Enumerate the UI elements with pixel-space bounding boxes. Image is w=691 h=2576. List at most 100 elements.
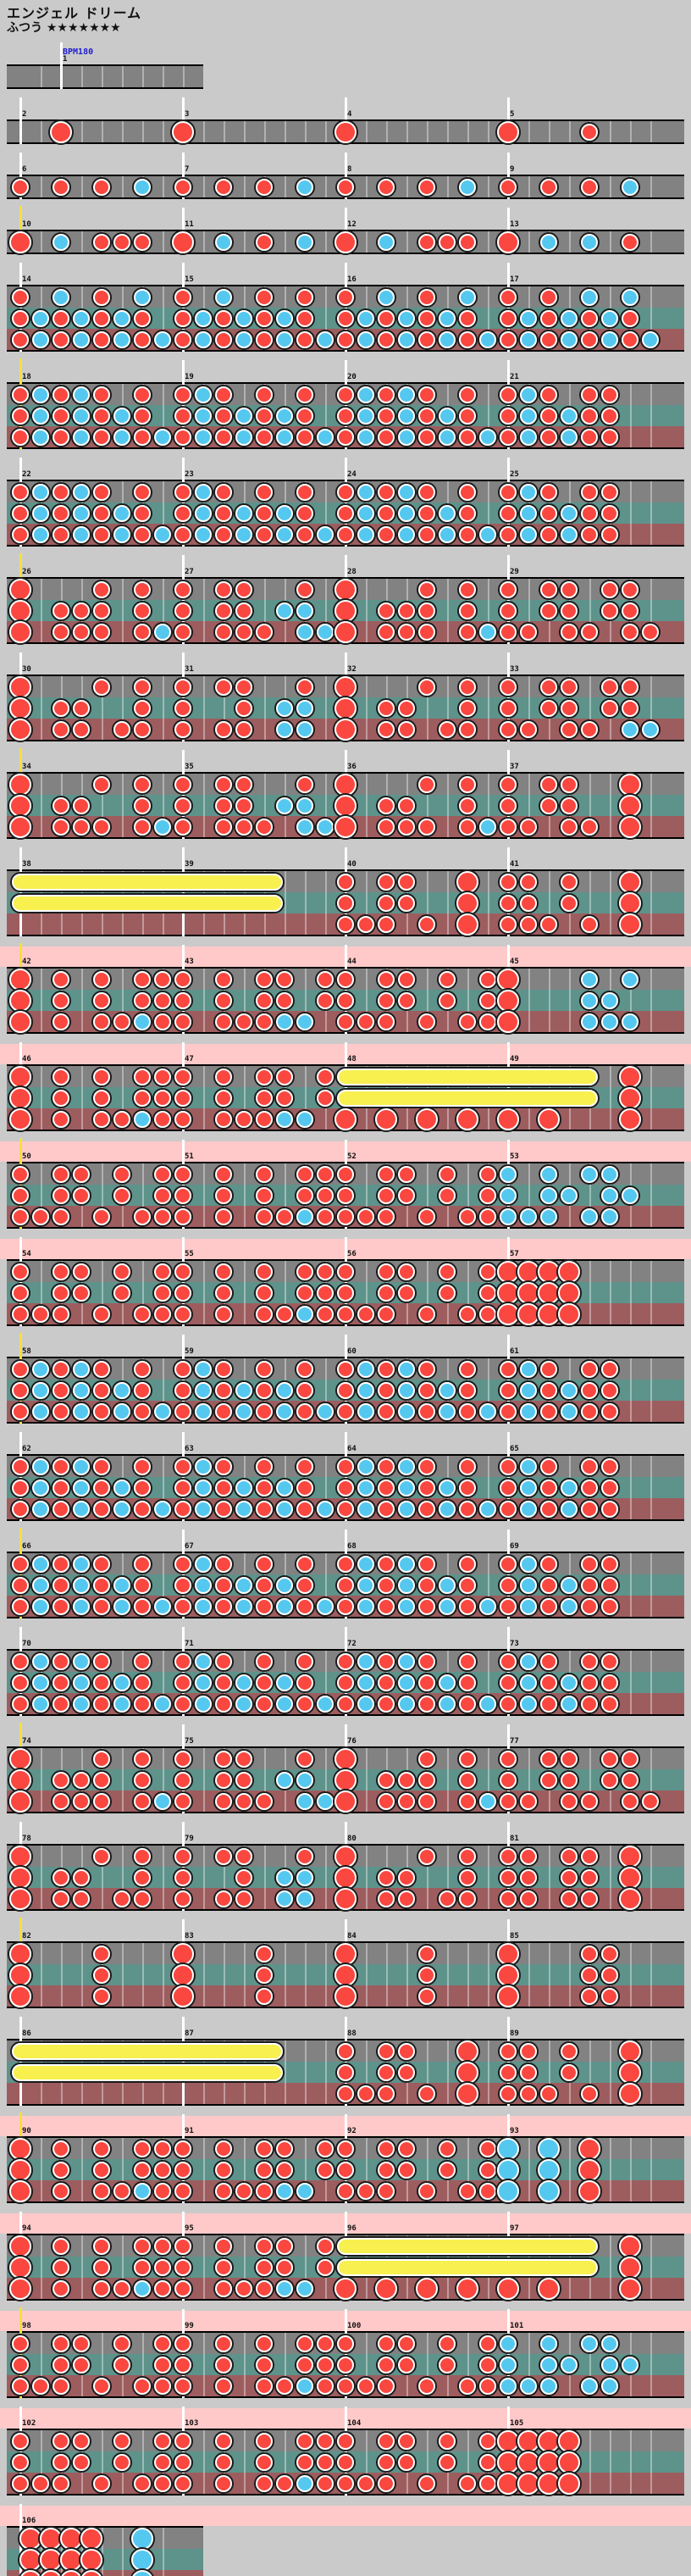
measure-line [507, 2017, 510, 2106]
note-don [174, 2161, 191, 2179]
note-don [601, 504, 618, 522]
note-ka [601, 991, 618, 1009]
note-don [154, 2432, 171, 2450]
beat-line [325, 1748, 327, 1812]
beat-line [610, 121, 611, 142]
note-don [296, 1457, 313, 1475]
measure-line [507, 1530, 510, 1618]
note-don [256, 1013, 273, 1030]
note-don [479, 1013, 496, 1030]
beat-line [427, 2430, 428, 2494]
note-don [500, 2085, 517, 2102]
note-don [113, 2334, 130, 2352]
note-don [378, 1284, 395, 1302]
beat-line [528, 969, 530, 1032]
note-don [601, 1500, 618, 1518]
note-ka [32, 1402, 49, 1420]
note-don [540, 1597, 557, 1615]
measure-line [60, 42, 63, 89]
note-ka [32, 428, 49, 446]
note-don [174, 2334, 191, 2352]
branch-start-line [19, 358, 22, 449]
note-don [256, 2432, 273, 2450]
note-don [459, 720, 476, 738]
beat-line [325, 774, 327, 837]
note-don [174, 970, 191, 988]
note-don [500, 2063, 517, 2081]
note-ka [215, 233, 232, 251]
beat-line [244, 176, 246, 197]
note-don [93, 623, 110, 641]
note-don [601, 1402, 618, 1420]
measure-line [182, 2114, 185, 2203]
note-ka [357, 483, 374, 501]
beat-line [366, 579, 368, 642]
note-ka [276, 1890, 293, 1907]
note-don [12, 1208, 29, 1225]
beat-line [163, 2528, 164, 2576]
beat-line [285, 1943, 286, 2007]
note-don [418, 2377, 435, 2395]
note-ka [195, 483, 212, 501]
note-ka [276, 1674, 293, 1691]
beat-line [285, 2430, 286, 2494]
note-don [174, 386, 191, 403]
beat-line [589, 2333, 591, 2396]
note-don [256, 2161, 273, 2179]
note-don [500, 1555, 517, 1573]
note-don [276, 2474, 293, 2492]
note-don [378, 428, 395, 446]
note-don [12, 2356, 29, 2373]
note-ka [296, 2279, 313, 2297]
beat-line [244, 231, 246, 253]
note-don [296, 1263, 313, 1280]
beat-line [142, 1261, 144, 1324]
note-don [134, 1597, 151, 1615]
beat-line [122, 774, 124, 837]
measure-line [507, 458, 510, 547]
note-don [53, 1868, 69, 1886]
note-don [174, 699, 191, 717]
beat-line [203, 2430, 205, 2494]
note-don [215, 386, 232, 403]
note-ka [154, 1792, 171, 1810]
note-don [93, 1555, 110, 1573]
note-don [174, 2377, 191, 2395]
note-don [459, 309, 476, 327]
note-don [93, 1068, 110, 1085]
beat-line [142, 2430, 144, 2494]
note-don [256, 2279, 273, 2297]
note-don [378, 2182, 395, 2200]
beat-line [41, 1163, 42, 1227]
note-don-big [558, 2472, 580, 2495]
note-ka [296, 797, 313, 814]
drumroll-bar [337, 1068, 598, 1085]
measure-number: 103 [185, 2419, 199, 2428]
measure-number: 37 [510, 763, 519, 771]
note-don [134, 623, 151, 641]
beat-line [589, 676, 591, 740]
beat-line [163, 384, 164, 447]
note-don-big [497, 1985, 519, 2007]
note-ka [479, 1597, 496, 1615]
note-ka [561, 309, 578, 327]
note-don [134, 1771, 151, 1789]
note-don [215, 1652, 232, 1670]
note-don [53, 1089, 69, 1107]
note-don [53, 407, 69, 425]
beat-line [366, 676, 368, 740]
note-don [500, 1479, 517, 1496]
note-don [418, 2182, 435, 2200]
beat-line [142, 1163, 144, 1227]
note-don [134, 2140, 151, 2157]
note-don-big [334, 815, 357, 838]
note-don [479, 1208, 496, 1225]
note-ka [73, 407, 90, 425]
measure-number: 59 [185, 1347, 194, 1356]
note-don [337, 1479, 354, 1496]
measure-number: 33 [510, 665, 519, 674]
note-don [53, 525, 69, 543]
note-ka [398, 386, 415, 403]
note-don [174, 1868, 191, 1886]
note-don [581, 1381, 598, 1399]
